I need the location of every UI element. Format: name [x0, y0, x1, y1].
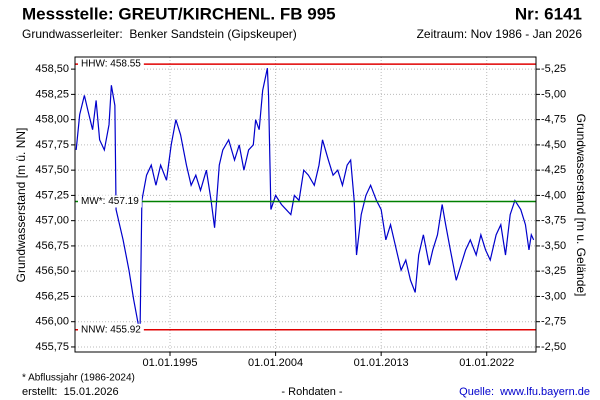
x-tick-label: 01.01.2013: [354, 357, 409, 369]
y2-axis-title: Grundwasserstand [m u. Gelände]: [574, 114, 588, 297]
x-tick-label: 01.01.1995: [142, 357, 197, 369]
data-kind: - Rohdaten -: [281, 386, 342, 398]
y-tick-label: 456,00: [35, 316, 69, 328]
y2-tick-label: -3,25: [541, 265, 566, 277]
y2-tick-label: -4,25: [541, 164, 566, 176]
y2-tick-label: -3,75: [541, 215, 566, 227]
y-axis-title: Grundwasserstand [m ü. NN]: [14, 128, 28, 283]
label-background: [78, 323, 144, 336]
x-tick-label: 01.01.2022: [459, 357, 514, 369]
y-tick-label: 456,50: [35, 265, 69, 277]
label-background: [78, 195, 142, 208]
aquifer: Grundwasserleiter: Benker Sandstein (Gip…: [22, 27, 297, 41]
chart-title: Messstelle: GREUT/KIRCHENL. FB 995: [22, 4, 336, 23]
plot-border: [74, 56, 537, 353]
y2-tick-label: -5,00: [541, 88, 566, 100]
y2-tick-label: -3,00: [541, 290, 566, 302]
reference-label: NNW: 455.92: [81, 324, 141, 335]
y-tick-label: 458,25: [35, 88, 69, 100]
period: Zeitraum: Nov 1986 - Jan 2026: [417, 27, 583, 41]
reference-label: MW*: 457.19: [81, 196, 139, 207]
plot-area: [75, 57, 536, 352]
y-tick-label: 457,50: [35, 164, 69, 176]
y2-tick-label: -2,75: [541, 316, 566, 328]
reference-label: HHW: 458.55: [81, 59, 141, 70]
created-date: erstellt: 15.01.2026: [22, 386, 119, 398]
x-tick-label: 01.01.2004: [248, 357, 303, 369]
y2-tick-label: -4,00: [541, 189, 566, 201]
y-tick-label: 456,75: [35, 240, 69, 252]
y2-tick-label: -2,50: [541, 341, 566, 353]
station-number: Nr: 6141: [515, 4, 582, 23]
y-tick-label: 456,25: [35, 290, 69, 302]
y-tick-label: 455,75: [35, 341, 69, 353]
y2-tick-label: -4,75: [541, 114, 566, 126]
y2-tick-label: -4,50: [541, 139, 566, 151]
y-tick-label: 457,00: [35, 215, 69, 227]
y-tick-label: 457,75: [35, 139, 69, 151]
y2-tick-label: -5,25: [541, 63, 566, 75]
y2-tick-label: -3,50: [541, 240, 566, 252]
data-line: [75, 67, 535, 330]
y-tick-label: 457,25: [35, 189, 69, 201]
y-tick-label: 458,00: [35, 114, 69, 126]
source-link[interactable]: Quelle: www.lfu.bayern.de: [459, 386, 590, 398]
label-background: [78, 58, 144, 71]
footnote: * Abflussjahr (1986-2024): [22, 373, 135, 384]
y-tick-label: 458,50: [35, 63, 69, 75]
